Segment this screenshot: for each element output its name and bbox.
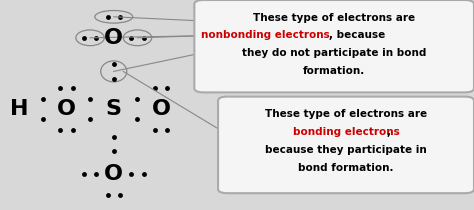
Text: bonding electrons: bonding electrons bbox=[292, 127, 400, 137]
Text: H: H bbox=[9, 99, 28, 119]
FancyBboxPatch shape bbox=[218, 97, 474, 193]
Text: O: O bbox=[57, 99, 76, 119]
Text: bond formation.: bond formation. bbox=[298, 163, 394, 173]
Text: O: O bbox=[104, 164, 123, 184]
Text: These type of electrons are: These type of electrons are bbox=[253, 13, 415, 23]
Text: because they participate in: because they participate in bbox=[265, 145, 427, 155]
Text: formation.: formation. bbox=[303, 66, 365, 76]
Text: , because: , because bbox=[329, 30, 386, 41]
Text: O: O bbox=[104, 28, 123, 48]
Text: These type of electrons are: These type of electrons are bbox=[265, 109, 427, 119]
Text: S: S bbox=[106, 99, 122, 119]
FancyBboxPatch shape bbox=[194, 0, 474, 92]
Text: they do not participate in bond: they do not participate in bond bbox=[242, 48, 426, 58]
Text: nonbonding electrons: nonbonding electrons bbox=[201, 30, 329, 41]
Text: O: O bbox=[152, 99, 171, 119]
Text: ,: , bbox=[386, 127, 390, 137]
